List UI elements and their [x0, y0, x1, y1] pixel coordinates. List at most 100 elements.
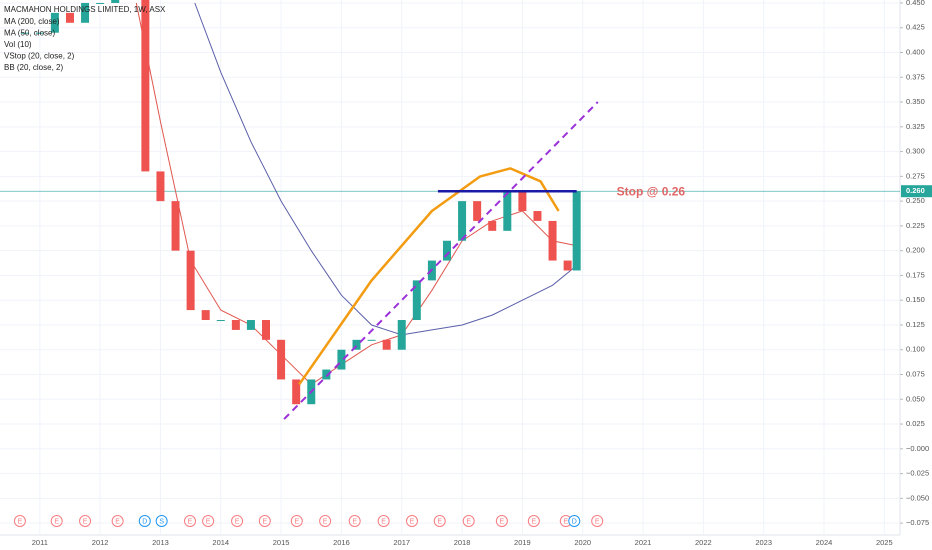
x-tick-label: 2014: [212, 538, 229, 547]
candle: [352, 339, 361, 350]
event-marker: [290, 515, 303, 527]
event-marker: [433, 515, 446, 527]
candle: [503, 191, 512, 231]
candle: [216, 320, 225, 322]
x-tick-label: 2021: [635, 538, 652, 547]
candle: [412, 280, 421, 321]
trend-line: [283, 101, 599, 420]
y-tick-label: −0.050: [906, 493, 929, 502]
event-label: E: [437, 518, 442, 525]
grid: [0, 0, 900, 535]
x-tick-label: 2016: [333, 538, 350, 547]
y-tick-label: 0.200: [906, 246, 925, 255]
y-tick-label: 0.450: [906, 0, 925, 7]
event-marker: [138, 515, 151, 527]
event-label: E: [83, 518, 88, 525]
event-marker: [405, 515, 418, 527]
event-label: D: [142, 518, 147, 525]
legend-entry: BB (20, close, 2): [4, 63, 63, 72]
event-marker: [155, 515, 168, 527]
legend-entry: MA (50, close): [4, 29, 55, 38]
ma-line: [194, 2, 578, 336]
candle: [111, 0, 120, 3]
event-label: E: [352, 518, 357, 525]
candle: [81, 2, 90, 23]
event-marker: [568, 515, 581, 527]
candle: [50, 12, 59, 33]
candle: [367, 339, 376, 341]
y-tick-label: 0.250: [906, 196, 925, 205]
event-marker: [527, 515, 540, 527]
y-tick-label: 0.400: [906, 47, 925, 56]
y-tick-label: −0.075: [906, 518, 929, 527]
candle: [141, 0, 150, 172]
event-label: E: [294, 518, 299, 525]
event-label: E: [381, 518, 386, 525]
x-tick-label: 2020: [574, 538, 591, 547]
x-tick-label: 2015: [273, 538, 290, 547]
event-marker: [111, 515, 124, 527]
x-tick-label: 2023: [755, 538, 772, 547]
event-label: E: [206, 518, 211, 525]
event-label: S: [159, 518, 164, 525]
stop-label: Stop @ 0.26: [617, 184, 686, 198]
event-marker: [50, 515, 63, 527]
event-label: E: [18, 518, 23, 525]
x-tick-label: 2011: [32, 538, 48, 547]
event-label: E: [466, 518, 471, 525]
candle: [518, 191, 527, 212]
price-tag: [901, 185, 932, 198]
candle: [397, 320, 406, 350]
x-tick-label: 2013: [152, 538, 169, 547]
y-tick-label: 0.300: [906, 147, 925, 156]
event-label: E: [115, 518, 120, 525]
x-tick-label: 2018: [454, 538, 471, 547]
event-label: E: [323, 518, 328, 525]
candle: [533, 211, 542, 221]
y-tick-label: 0.425: [906, 23, 925, 32]
y-tick-label: 0.125: [906, 320, 925, 329]
event-label: E: [563, 518, 568, 525]
y-tick-label: −0.000: [906, 444, 929, 453]
event-marker: [591, 515, 604, 527]
y-tick-label: 0.025: [906, 419, 925, 428]
event-marker: [348, 515, 361, 527]
legend-entry: Vol (10): [4, 40, 32, 49]
event-label: E: [595, 518, 600, 525]
x-tick-label: 2017: [393, 538, 410, 547]
y-tick-label: 0.175: [906, 270, 925, 279]
candle: [292, 379, 301, 405]
candle: [382, 339, 391, 350]
event-label: D: [572, 518, 577, 525]
chart-title: MACMAHON HOLDINGS LIMITED, 1W, ASX: [4, 5, 166, 14]
event-label: E: [532, 518, 537, 525]
legend-entry: MA (200, close): [4, 17, 60, 26]
event-label: E: [54, 518, 59, 525]
x-tick-label: 2024: [816, 538, 833, 547]
candle: [231, 320, 240, 330]
y-tick-label: 0.325: [906, 122, 925, 131]
candle: [171, 201, 180, 251]
candle: [35, 32, 44, 34]
candle: [277, 339, 286, 380]
candle: [246, 320, 255, 330]
event-label: E: [235, 518, 240, 525]
event-marker: [495, 515, 508, 527]
event-marker: [462, 515, 475, 527]
y-tick-label: 0.225: [906, 221, 925, 230]
y-tick-label: 0.100: [906, 345, 925, 354]
event-marker: [79, 515, 92, 527]
event-marker: [319, 515, 332, 527]
x-tick-label: 2025: [876, 538, 893, 547]
x-tick-label: 2012: [92, 538, 109, 547]
candle: [548, 220, 557, 261]
event-marker: [231, 515, 244, 527]
candle: [458, 201, 467, 241]
price-tag-label: 0.260: [906, 186, 925, 195]
candle: [488, 220, 497, 231]
event-label: E: [500, 518, 505, 525]
candle: [201, 310, 210, 321]
axes: 0.450 0.425 0.400 0.375 0.350 0.325 0.300 0.275…: [32, 0, 932, 547]
candle: [96, 2, 105, 4]
candle: [65, 12, 74, 23]
